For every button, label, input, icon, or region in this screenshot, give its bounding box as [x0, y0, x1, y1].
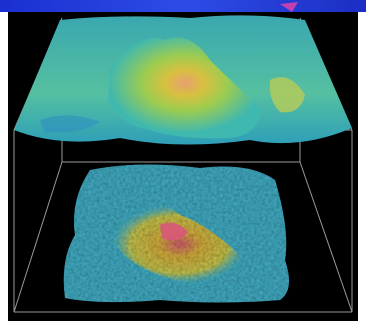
banner [0, 0, 366, 12]
banner-accent [280, 2, 298, 12]
top-surface [14, 15, 352, 145]
bottom-surface [63, 164, 289, 303]
